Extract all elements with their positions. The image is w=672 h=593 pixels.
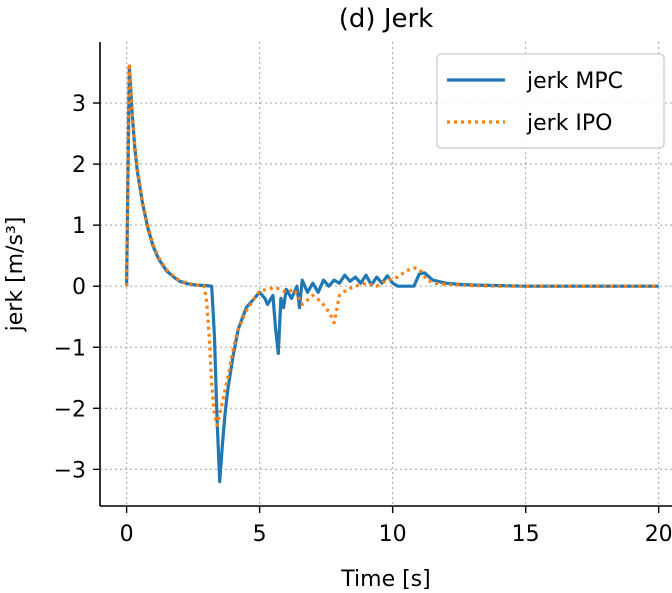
y-tick-label: −3 [54, 458, 86, 483]
legend-label-ipo: jerk IPO [526, 111, 613, 136]
grid [100, 42, 672, 506]
x-tick-label: 5 [253, 522, 267, 547]
y-axis-label: jerk [m/s³] [3, 217, 28, 333]
chart-title: (d) Jerk [339, 4, 433, 34]
legend-box [436, 53, 665, 149]
y-tick-label: −1 [54, 336, 86, 361]
series-line-ipo [125, 61, 659, 427]
x-tick-label: 10 [379, 522, 407, 547]
x-tick-label: 0 [120, 522, 134, 547]
series-layer [125, 61, 659, 484]
x-axis-label: Time [s] [340, 567, 430, 592]
y-tick-label: 2 [72, 153, 86, 178]
x-tick-label: 15 [512, 522, 540, 547]
y-tick-label: −2 [54, 397, 86, 422]
x-tick-label: 20 [645, 522, 672, 547]
y-ticks: 3 2 1 0 −1 −2 −3 [54, 92, 100, 483]
y-tick-label: 1 [72, 214, 86, 239]
legend: jerk MPC jerk IPO [436, 53, 665, 149]
x-ticks: 0 5 10 15 20 [120, 506, 672, 547]
y-tick-label: 0 [72, 275, 86, 300]
y-tick-label: 3 [72, 92, 86, 117]
legend-label-mpc: jerk MPC [526, 69, 623, 94]
